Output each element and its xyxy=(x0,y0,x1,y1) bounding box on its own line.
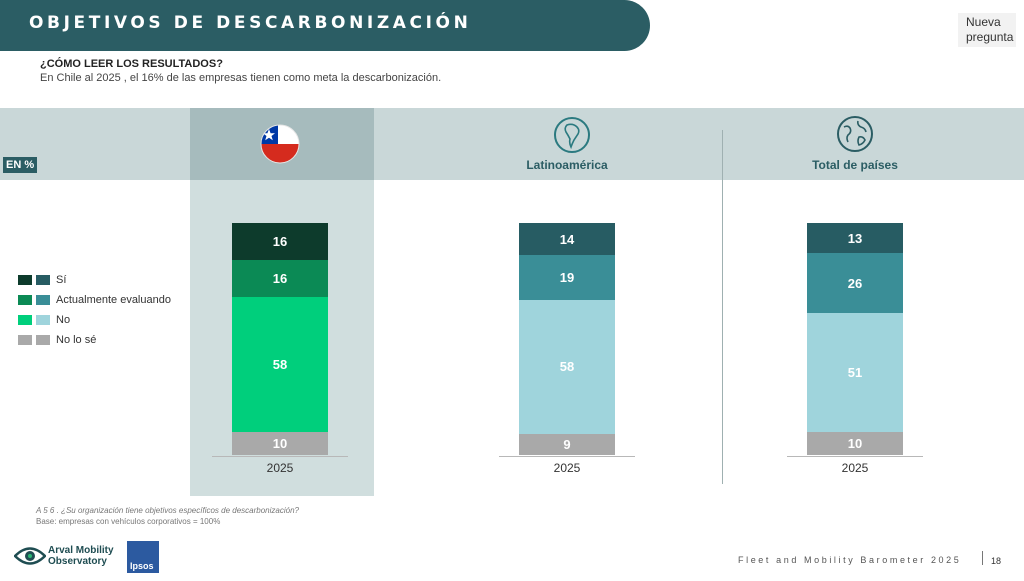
bar-baseline xyxy=(787,456,923,457)
legend-label: No xyxy=(56,314,71,326)
legend-swatch xyxy=(18,335,32,345)
ipsos-logo-text: Ipsos xyxy=(130,561,154,571)
bar-segment: 16 xyxy=(232,260,328,298)
page-number: 18 xyxy=(991,556,1002,566)
bar-segment: 58 xyxy=(519,299,615,435)
legend-swatch xyxy=(36,315,50,325)
howto-question: ¿CÓMO LEER LOS RESULTADOS? xyxy=(40,58,223,70)
chile-flag-icon xyxy=(260,124,300,164)
bar-segment: 14 xyxy=(519,223,615,256)
legend-swatch xyxy=(18,275,32,285)
legend: Sí Actualmente evaluando No No lo sé xyxy=(18,270,171,350)
globe-icon xyxy=(837,116,873,152)
page-title: OBJETIVOS DE DESCARBONIZACIÓN xyxy=(29,13,472,33)
column-separator xyxy=(722,130,723,484)
arval-eye-logo-icon xyxy=(14,547,46,565)
bar-segment: 58 xyxy=(232,297,328,432)
header-band xyxy=(0,108,1024,180)
bar-baseline xyxy=(499,456,635,457)
bar-segment: 26 xyxy=(807,253,903,314)
new-question-badge: Nueva pregunta xyxy=(958,13,1016,47)
legend-swatch xyxy=(18,295,32,305)
legend-swatch xyxy=(36,275,50,285)
column-label-total: Total de países xyxy=(812,158,898,172)
arval-logo-text: Arval Mobility Observatory xyxy=(48,545,114,567)
ipsos-logo-icon xyxy=(127,541,159,573)
bar-segment: 10 xyxy=(232,431,328,455)
bar-segment: 9 xyxy=(519,434,615,455)
south-america-icon xyxy=(554,117,590,153)
bar-segment: 10 xyxy=(807,431,903,455)
year-label: 2025 xyxy=(553,461,581,475)
legend-swatch xyxy=(36,335,50,345)
bar-segment: 19 xyxy=(519,255,615,300)
barometer-label: Fleet and Mobility Barometer 2025 xyxy=(738,555,962,565)
arval-line-1: Arval Mobility xyxy=(48,545,114,556)
bar-baseline xyxy=(212,456,348,457)
legend-item-evaluando: Actualmente evaluando xyxy=(18,290,171,310)
legend-item-si: Sí xyxy=(18,270,171,290)
new-question-line-2: pregunta xyxy=(966,30,1014,44)
howto-answer: En Chile al 2025 , el 16% de las empresa… xyxy=(40,72,442,84)
footnote-question: A 5 6 . ¿Su organización tiene objetivos… xyxy=(36,506,299,515)
legend-label: No lo sé xyxy=(56,334,97,346)
legend-label: Actualmente evaluando xyxy=(56,294,171,306)
title-band xyxy=(0,0,650,51)
bar-segment: 13 xyxy=(807,223,903,254)
new-question-line-1: Nueva xyxy=(966,15,1001,29)
bar-segment: 16 xyxy=(232,223,328,261)
legend-item-nolose: No lo sé xyxy=(18,330,171,350)
footer-separator xyxy=(982,551,983,565)
legend-swatch xyxy=(36,295,50,305)
year-label: 2025 xyxy=(841,461,869,475)
legend-swatch xyxy=(18,315,32,325)
legend-label: Sí xyxy=(56,274,67,286)
year-label: 2025 xyxy=(266,461,294,475)
legend-item-no: No xyxy=(18,310,171,330)
bar-segment: 51 xyxy=(807,313,903,432)
arval-line-2: Observatory xyxy=(48,556,107,567)
footnote-base: Base: empresas con vehículos corporativo… xyxy=(36,517,221,526)
column-label-latinoamerica: Latinoamérica xyxy=(526,158,608,172)
unit-badge: EN % xyxy=(3,157,38,173)
